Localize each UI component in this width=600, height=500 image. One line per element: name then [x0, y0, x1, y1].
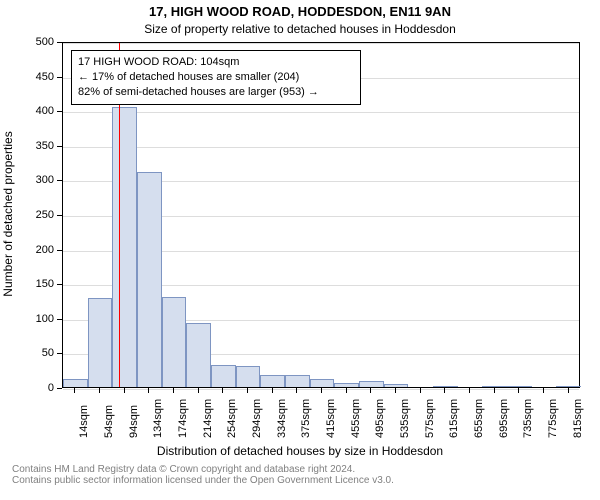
xtick-label: 535sqm: [399, 399, 411, 438]
plot-area: 17 HIGH WOOD ROAD: 104sqm← 17% of detach…: [62, 42, 580, 388]
xtick-mark: [543, 388, 544, 393]
ytick-label: 200: [24, 244, 54, 256]
ytick-mark: [57, 42, 62, 43]
footnote: Contains HM Land Registry data © Crown c…: [0, 464, 600, 486]
xtick-label: 655sqm: [473, 399, 485, 438]
footnote-line-1: Contains HM Land Registry data © Crown c…: [12, 464, 588, 475]
ytick-label: 100: [24, 313, 54, 325]
histogram-bar: [260, 375, 285, 387]
histogram-bar: [556, 386, 581, 387]
chart-title-main: 17, HIGH WOOD ROAD, HODDESDON, EN11 9AN: [0, 4, 600, 19]
xtick-label: 735sqm: [522, 399, 534, 438]
xtick-mark: [346, 388, 347, 393]
histogram-bar: [507, 386, 532, 387]
xtick-mark: [420, 388, 421, 393]
xtick-mark: [222, 388, 223, 393]
xtick-mark: [296, 388, 297, 393]
histogram-bar: [211, 365, 236, 387]
ytick-mark: [57, 146, 62, 147]
xtick-mark: [124, 388, 125, 393]
xtick-label: 695sqm: [498, 399, 510, 438]
chart-title-sub: Size of property relative to detached ho…: [0, 22, 600, 36]
xtick-mark: [247, 388, 248, 393]
xtick-label: 415sqm: [325, 399, 337, 438]
histogram-bar: [63, 379, 88, 387]
ytick-label: 300: [24, 174, 54, 186]
xtick-mark: [148, 388, 149, 393]
ytick-label: 250: [24, 209, 54, 221]
xtick-mark: [99, 388, 100, 393]
xtick-label: 455sqm: [350, 399, 362, 438]
xtick-label: 334sqm: [276, 399, 288, 438]
xtick-mark: [198, 388, 199, 393]
xtick-label: 815sqm: [572, 399, 584, 438]
info-box: 17 HIGH WOOD ROAD: 104sqm← 17% of detach…: [71, 50, 361, 105]
xtick-label: 294sqm: [251, 399, 263, 438]
histogram-bar: [482, 386, 507, 387]
histogram-bar: [310, 379, 335, 387]
xtick-label: 575sqm: [424, 399, 436, 438]
y-axis-label: Number of detached properties: [1, 114, 15, 314]
xtick-mark: [272, 388, 273, 393]
ytick-label: 350: [24, 140, 54, 152]
ytick-label: 500: [24, 36, 54, 48]
xtick-mark: [370, 388, 371, 393]
histogram-bar: [112, 107, 137, 387]
xtick-mark: [444, 388, 445, 393]
info-box-line: ← 17% of detached houses are smaller (20…: [78, 70, 354, 85]
xtick-label: 134sqm: [152, 399, 164, 438]
xtick-mark: [395, 388, 396, 393]
ytick-mark: [57, 111, 62, 112]
x-axis-label: Distribution of detached houses by size …: [0, 444, 600, 458]
histogram-bar: [236, 366, 261, 387]
histogram-bar: [186, 323, 211, 387]
histogram-bar: [359, 381, 384, 387]
histogram-bar: [334, 383, 359, 387]
info-box-line: 82% of semi-detached houses are larger (…: [78, 85, 354, 100]
xtick-mark: [173, 388, 174, 393]
histogram-bar: [162, 297, 187, 387]
xtick-label: 14sqm: [78, 405, 90, 438]
ytick-mark: [57, 77, 62, 78]
xtick-label: 254sqm: [226, 399, 238, 438]
ytick-label: 0: [24, 382, 54, 394]
xtick-label: 615sqm: [448, 399, 460, 438]
xtick-label: 54sqm: [103, 405, 115, 438]
ytick-mark: [57, 388, 62, 389]
ytick-mark: [57, 353, 62, 354]
histogram-bar: [384, 384, 409, 387]
histogram-bar: [433, 386, 458, 387]
xtick-label: 94sqm: [128, 405, 140, 438]
xtick-label: 495sqm: [374, 399, 386, 438]
xtick-mark: [568, 388, 569, 393]
ytick-label: 50: [24, 347, 54, 359]
xtick-mark: [518, 388, 519, 393]
info-box-line: 17 HIGH WOOD ROAD: 104sqm: [78, 55, 354, 70]
ytick-label: 400: [24, 105, 54, 117]
xtick-mark: [494, 388, 495, 393]
histogram-bar: [137, 172, 162, 387]
xtick-label: 174sqm: [177, 399, 189, 438]
xtick-label: 775sqm: [547, 399, 559, 438]
ytick-label: 150: [24, 278, 54, 290]
footnote-line-2: Contains public sector information licen…: [12, 475, 588, 486]
xtick-label: 214sqm: [202, 399, 214, 438]
xtick-mark: [74, 388, 75, 393]
ytick-mark: [57, 180, 62, 181]
ytick-mark: [57, 250, 62, 251]
xtick-mark: [469, 388, 470, 393]
histogram-bar: [285, 375, 310, 387]
histogram-bar: [88, 298, 113, 387]
ytick-label: 450: [24, 71, 54, 83]
ytick-mark: [57, 284, 62, 285]
xtick-label: 375sqm: [300, 399, 312, 438]
xtick-mark: [321, 388, 322, 393]
ytick-mark: [57, 319, 62, 320]
ytick-mark: [57, 215, 62, 216]
